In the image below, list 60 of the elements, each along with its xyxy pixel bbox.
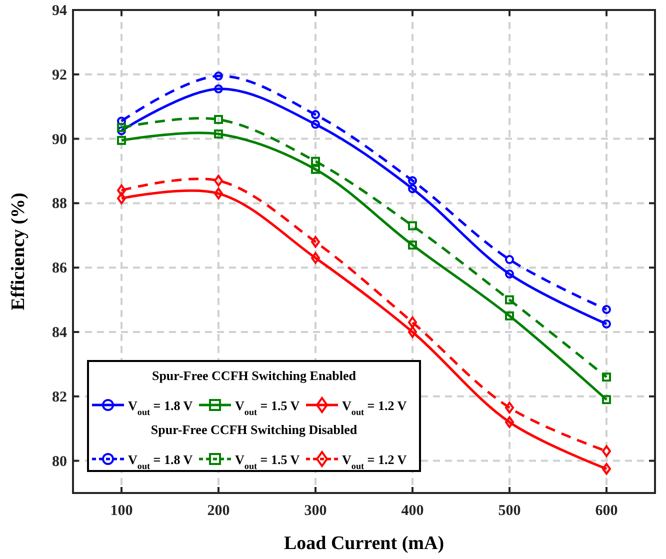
x-axis-title: Load Current (mA) xyxy=(284,533,444,554)
point xyxy=(311,120,320,129)
point xyxy=(602,304,611,314)
point xyxy=(408,316,417,328)
point xyxy=(408,326,417,338)
point xyxy=(214,114,223,124)
y-tick-label: 92 xyxy=(52,67,67,84)
point xyxy=(311,156,320,166)
legend-label: V$_{out}$ = 1.8 V xyxy=(128,452,194,471)
point xyxy=(311,110,320,120)
annotation: Spur-Free CCFH Switching Enabled xyxy=(152,368,357,383)
y-axis-title: Efficiency (%) xyxy=(8,192,29,310)
point xyxy=(602,395,611,404)
x-tick-label: 500 xyxy=(498,503,521,519)
point xyxy=(602,372,611,382)
point xyxy=(505,255,514,264)
point xyxy=(505,295,514,304)
x-tick-label: 300 xyxy=(304,503,327,519)
y-tick-label: 82 xyxy=(52,389,67,406)
annotation: Spur-Free CCFH Switching Disabled xyxy=(150,422,358,437)
point xyxy=(117,116,126,126)
y-tick-label: 88 xyxy=(52,196,67,212)
point xyxy=(214,129,223,138)
point xyxy=(408,221,417,230)
x-tick-label: 100 xyxy=(110,503,133,519)
point xyxy=(117,192,126,204)
point xyxy=(311,164,320,174)
y-tick-label: 86 xyxy=(52,260,68,277)
x-tick-label: 600 xyxy=(595,503,618,519)
point xyxy=(408,176,417,186)
point xyxy=(214,84,223,94)
legend-label: V$_{out}$ = 1.5 V xyxy=(235,398,300,417)
point xyxy=(214,174,223,187)
point xyxy=(117,136,126,145)
point xyxy=(311,252,320,264)
point xyxy=(311,236,320,248)
x-tick-label: 200 xyxy=(207,503,230,519)
point xyxy=(505,311,514,320)
point xyxy=(505,416,514,428)
point xyxy=(505,402,514,414)
legend-label: V$_{out}$ = 1.8 V xyxy=(128,398,194,417)
y-tick-label: 84 xyxy=(52,325,68,341)
legend-label: V$_{out}$ = 1.2 V xyxy=(342,398,408,417)
y-tick-label: 80 xyxy=(52,454,67,470)
point xyxy=(408,240,417,250)
point xyxy=(117,123,126,132)
point xyxy=(602,319,611,328)
point xyxy=(214,72,223,81)
point xyxy=(214,188,223,200)
y-tick-label: 90 xyxy=(52,132,67,148)
x-tick-label: 400 xyxy=(401,503,424,519)
point xyxy=(602,462,611,475)
point xyxy=(505,270,514,279)
legend-label: V$_{out}$ = 1.2 V xyxy=(342,452,408,471)
legend-label: V$_{out}$ = 1.5 V xyxy=(235,452,300,471)
point xyxy=(117,126,126,136)
point xyxy=(117,184,126,196)
point xyxy=(602,445,611,458)
y-tick-label: 94 xyxy=(52,3,68,19)
point xyxy=(408,184,417,194)
